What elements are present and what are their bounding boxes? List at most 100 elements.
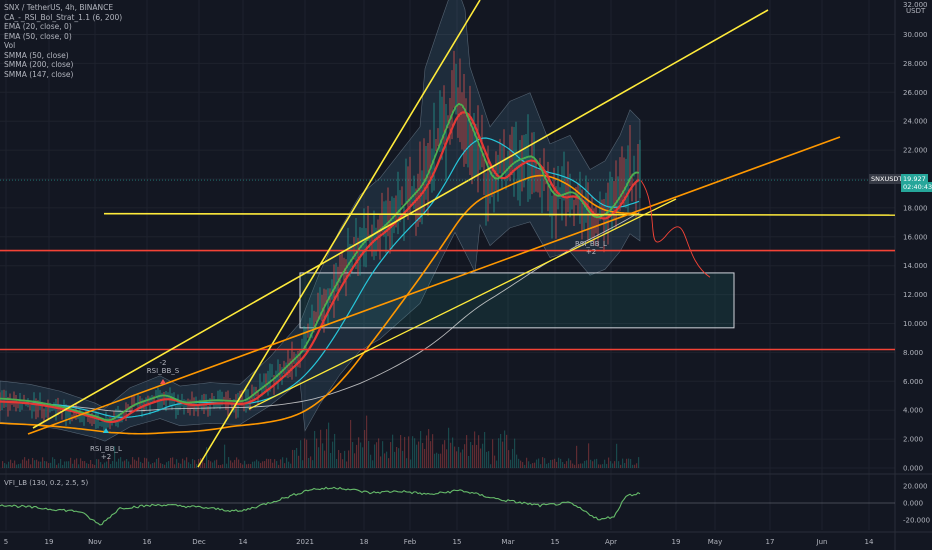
volume-bar (436, 452, 438, 468)
volume-bar (516, 454, 518, 468)
volume-bar (570, 460, 572, 468)
volume-bar (540, 464, 542, 468)
volume-bar (612, 463, 614, 468)
volume-bar (300, 440, 302, 468)
volume-bar (6, 464, 8, 468)
volume-bar (338, 450, 340, 468)
volume-bar (462, 449, 464, 468)
volume-bar (596, 458, 598, 468)
long-signal-label: RSI_BB_L (575, 240, 607, 248)
volume-bar (94, 464, 96, 468)
volume-bar (446, 449, 448, 468)
volume-bar (420, 431, 422, 468)
indicator-legend-smma147: SMMA (147, close) (4, 69, 74, 79)
volume-bar (54, 459, 56, 468)
volume-bar (544, 458, 546, 468)
time-tick-label: 15 (551, 538, 560, 546)
volume-bar (456, 451, 458, 468)
volume-bar (432, 434, 434, 468)
time-tick-label: Dec (192, 538, 206, 546)
volume-bar (514, 438, 516, 468)
volume-bar (274, 459, 276, 468)
volume-bar (522, 462, 524, 468)
demand-zone (299, 272, 735, 329)
volume-bar (458, 446, 460, 468)
volume-bar (546, 463, 548, 468)
volume-bar (206, 447, 208, 468)
volume-bar (444, 440, 446, 468)
volume-bar (298, 455, 300, 468)
volume-bar (220, 464, 222, 468)
volume-bar (342, 459, 344, 468)
volume-bar (494, 455, 496, 468)
volume-bar (74, 459, 76, 468)
price-tick-label: 0.000 (903, 465, 923, 473)
volume-bar (80, 458, 82, 468)
volume-bar (510, 459, 512, 468)
volume-bar (486, 451, 488, 468)
time-tick-label: 19 (672, 538, 681, 546)
volume-bar (466, 435, 468, 468)
volume-bar (638, 457, 640, 468)
volume-bar (330, 452, 332, 468)
volume-bar (114, 446, 116, 468)
volume-bar (346, 461, 348, 468)
volume-bar (252, 461, 254, 468)
volume-bar (618, 461, 620, 468)
short-signal-arrow (160, 379, 166, 384)
countdown-label: 02:40:43 (901, 182, 932, 192)
volume-bar (356, 444, 358, 468)
volume-bar (166, 462, 168, 468)
volume-bar (126, 458, 128, 468)
volume-bar (362, 447, 364, 468)
volume-bar (92, 464, 94, 468)
volume-bar (56, 464, 58, 468)
volume-bar (368, 440, 370, 468)
price-tick-label: 10.000 (903, 320, 928, 328)
price-tick-label: 26.000 (903, 89, 928, 97)
volume-bar (434, 453, 436, 468)
long-signal-label: RSI_BB_L (90, 445, 122, 453)
volume-bar (270, 458, 272, 468)
volume-bar (562, 462, 564, 468)
volume-bar (460, 452, 462, 468)
volume-bar (396, 446, 398, 468)
volume-bar (392, 434, 394, 468)
volume-bar (306, 439, 308, 468)
volume-bar (370, 454, 372, 468)
volume-bar (614, 461, 616, 468)
volume-bar (118, 458, 120, 468)
volume-bar (262, 461, 264, 468)
volume-bar (416, 444, 418, 468)
volume-bar (556, 461, 558, 468)
volume-bar (224, 444, 226, 468)
volume-bar (184, 460, 186, 468)
volume-bar (410, 459, 412, 468)
volume-bar (102, 464, 104, 468)
volume-bar (500, 433, 502, 468)
volume-bar (228, 457, 230, 468)
volume-bar (558, 457, 560, 468)
volume-bar (506, 434, 508, 468)
time-tick-label: 16 (143, 538, 152, 546)
trendline-lower (248, 198, 677, 410)
volume-bar (46, 461, 48, 468)
volume-bar (42, 457, 44, 468)
volume-bar (130, 464, 132, 468)
volume-bar (132, 457, 134, 468)
volume-bar (418, 441, 420, 468)
volume-bar (366, 415, 368, 468)
volume-bar (324, 450, 326, 468)
volume-bar (600, 464, 602, 468)
volume-bar (52, 457, 54, 468)
volume-bar (484, 432, 486, 468)
volume-bar (240, 463, 242, 468)
indicator-legend-smma200: SMMA (200, close) (4, 60, 74, 69)
volume-bar (400, 435, 402, 468)
volume-bar (86, 463, 88, 468)
time-tick-label: Apr (605, 538, 617, 546)
volume-bar (70, 457, 72, 468)
vfi-tick-label: -20.000 (903, 517, 930, 525)
volume-bar (374, 444, 376, 468)
